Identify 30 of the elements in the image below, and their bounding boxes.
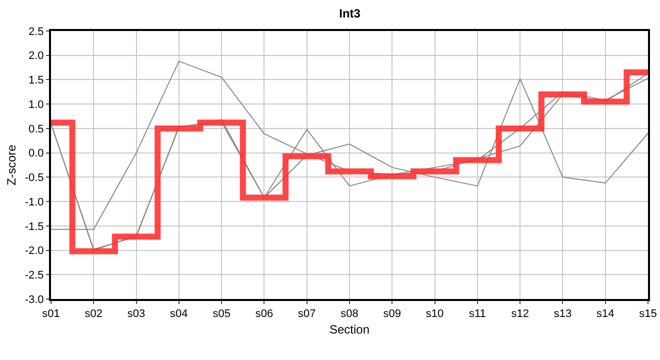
x-tick-label: s13 [554, 308, 572, 320]
x-tick-label: s05 [212, 308, 230, 320]
y-tick-label: 0.0 [28, 148, 44, 160]
x-tick-label: s12 [511, 308, 529, 320]
x-tick-label: s09 [383, 308, 402, 320]
y-tick-label: 0.5 [28, 123, 44, 136]
x-tick-label: s07 [298, 308, 316, 320]
x-tick-label: s14 [596, 308, 614, 320]
y-tick-label: -0.5 [24, 172, 44, 184]
y-tick-label: -1.0 [24, 196, 44, 208]
y-axis-title: Z-score [4, 144, 19, 186]
x-tick-label: s01 [42, 308, 60, 320]
chart-title: Int3 [339, 6, 361, 20]
x-tick-label: s06 [255, 308, 274, 320]
x-tick-label: s03 [127, 308, 146, 320]
x-tick-label: s11 [468, 308, 486, 320]
y-tick-label: 1.0 [28, 98, 44, 111]
y-tick-label: -3.0 [24, 294, 44, 306]
y-tick-label: -1.5 [24, 220, 44, 233]
x-tick-label: s08 [340, 308, 358, 320]
x-tick-label: s10 [426, 308, 444, 320]
y-tick-label: 1.5 [28, 74, 44, 87]
y-tick-label: -2.0 [24, 245, 44, 258]
x-axis-title: Section [329, 322, 370, 337]
y-tick-label: 2.0 [28, 50, 44, 62]
x-tick-label: s04 [170, 308, 188, 320]
x-tick-label: s15 [639, 308, 657, 320]
y-tick-label: -2.5 [24, 269, 44, 282]
x-tick-label: s02 [84, 308, 103, 320]
y-tick-label: 2.5 [28, 26, 44, 38]
